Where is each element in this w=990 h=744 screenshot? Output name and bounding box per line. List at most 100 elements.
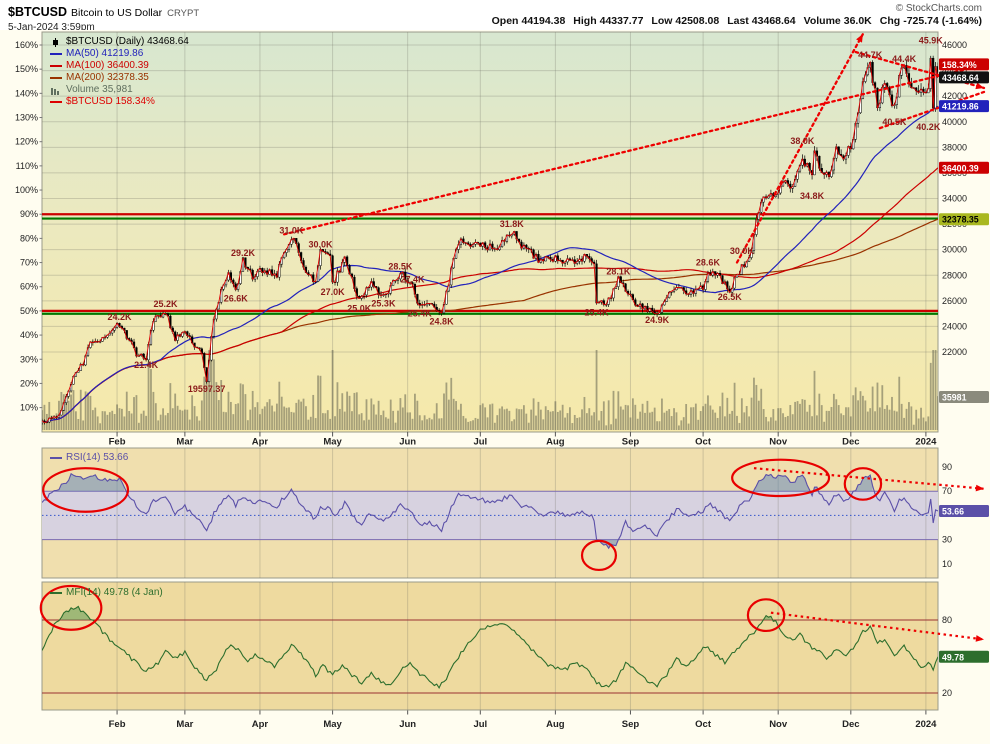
ma100-line-icon: [50, 62, 62, 71]
svg-text:Oct: Oct: [695, 719, 712, 730]
copyright: © StockCharts.com: [895, 3, 982, 14]
chart-canvas: 2200024000260002800030000320003400036000…: [0, 30, 990, 744]
svg-text:80: 80: [942, 615, 952, 625]
svg-text:Sep: Sep: [622, 719, 640, 730]
svg-text:Apr: Apr: [252, 719, 269, 730]
svg-text:27.0K: 27.0K: [321, 287, 346, 297]
svg-text:140%: 140%: [15, 88, 38, 98]
legend-perf-text: $BTCUSD 158.34%: [66, 95, 155, 107]
svg-text:Jun: Jun: [399, 437, 416, 448]
svg-text:110%: 110%: [16, 161, 38, 171]
svg-text:38.0K: 38.0K: [790, 136, 815, 146]
legend-row-ma50: MA(50) 41219.86: [50, 48, 189, 60]
svg-text:25.2K: 25.2K: [153, 299, 178, 309]
quote-value: 43468.64: [751, 15, 796, 27]
svg-text:44.7K: 44.7K: [858, 50, 883, 60]
quote-summary: Open 44194.38 High 44337.77 Low 42508.08 Last 4…: [484, 15, 982, 27]
quote-label: High: [573, 15, 597, 27]
svg-text:Feb: Feb: [109, 719, 126, 730]
svg-text:31.0K: 31.0K: [279, 225, 304, 235]
chart-header: $BTCUSD Bitcoin to US Dollar CRYPT 5-Jan-2…: [0, 0, 990, 33]
svg-text:40.2K: 40.2K: [916, 122, 941, 132]
svg-text:Jul: Jul: [473, 437, 487, 448]
svg-text:28.6K: 28.6K: [696, 257, 721, 267]
symbol-name: Bitcoin to US Dollar: [71, 7, 163, 19]
svg-text:42000: 42000: [942, 91, 967, 101]
chart-area: 2200024000260002800030000320003400036000…: [0, 30, 990, 744]
legend-row-price: $BTCUSD (Daily) 43468.64: [50, 36, 189, 48]
svg-text:Dec: Dec: [842, 437, 859, 448]
legend-ma200-text: MA(200) 32378.35: [66, 71, 149, 83]
svg-text:25.4K: 25.4K: [408, 309, 433, 319]
svg-text:45.9K: 45.9K: [919, 36, 944, 46]
legend-row-perf: $BTCUSD 158.34%: [50, 96, 189, 108]
svg-text:38000: 38000: [942, 142, 967, 152]
svg-text:35981: 35981: [942, 393, 967, 403]
price-series: [42, 55, 938, 430]
legend-volume-text: Volume 35,981: [66, 83, 133, 95]
quote-value: 44337.77: [599, 15, 644, 27]
svg-text:80%: 80%: [20, 233, 38, 243]
svg-text:20: 20: [942, 688, 952, 698]
svg-text:25.4K: 25.4K: [585, 307, 610, 317]
symbol-title-line: $BTCUSD Bitcoin to US Dollar CRYPT: [8, 3, 199, 21]
svg-text:26000: 26000: [942, 296, 967, 306]
legend-row-ma100: MA(100) 36400.39: [50, 60, 189, 72]
svg-text:28.5K: 28.5K: [388, 261, 413, 271]
svg-text:Mar: Mar: [176, 437, 193, 448]
candlestick-icon: [50, 37, 62, 47]
svg-text:30: 30: [942, 535, 952, 545]
svg-text:Aug: Aug: [546, 437, 565, 448]
svg-text:34000: 34000: [942, 194, 967, 204]
svg-text:32378.35: 32378.35: [942, 215, 979, 225]
svg-text:Oct: Oct: [695, 437, 712, 448]
svg-text:Nov: Nov: [769, 437, 788, 448]
rsi-panel-legend: RSI(14) 53.66: [50, 452, 128, 464]
svg-text:28000: 28000: [942, 270, 967, 280]
svg-text:25.3K: 25.3K: [371, 298, 396, 308]
svg-text:30.0K: 30.0K: [730, 246, 755, 256]
svg-text:70%: 70%: [20, 258, 38, 268]
svg-text:50%: 50%: [20, 306, 38, 316]
svg-text:44.4K: 44.4K: [892, 54, 917, 64]
svg-text:10: 10: [942, 559, 952, 569]
mfi-line-icon: [50, 589, 62, 598]
mfi-series: [42, 605, 938, 690]
svg-text:34.8K: 34.8K: [800, 191, 825, 201]
volume-bars-icon: [50, 86, 62, 95]
legend-ma100-text: MA(100) 36400.39: [66, 59, 149, 71]
svg-text:41219.86: 41219.86: [942, 102, 979, 112]
svg-text:158.34%: 158.34%: [942, 60, 977, 70]
svg-text:30%: 30%: [20, 354, 38, 364]
svg-text:30.0K: 30.0K: [308, 240, 333, 250]
chart-datetime: 5-Jan-2024 3:59pm: [8, 22, 95, 33]
svg-text:26.5K: 26.5K: [718, 292, 743, 302]
header-right: © StockCharts.com Open 44194.38 High 44337.…: [484, 3, 982, 30]
legend-ma50-text: MA(50) 41219.86: [66, 47, 144, 59]
svg-text:24000: 24000: [942, 321, 967, 331]
svg-text:10%: 10%: [20, 403, 38, 413]
svg-text:44000: 44000: [942, 66, 967, 76]
svg-text:22000: 22000: [942, 347, 967, 357]
svg-text:May: May: [323, 719, 342, 730]
rsi-legend-text: RSI(14) 53.66: [66, 451, 129, 463]
svg-text:30000: 30000: [942, 245, 967, 255]
svg-text:49.78: 49.78: [942, 652, 964, 662]
mfi-legend-text: MFI(14) 49.78 (4 Jan): [66, 586, 163, 598]
legend-price-text: $BTCUSD (Daily) 43468.64: [66, 35, 189, 47]
mfi-panel-legend: MFI(14) 49.78 (4 Jan): [50, 587, 163, 599]
svg-text:24.9K: 24.9K: [645, 315, 670, 325]
svg-text:53.66: 53.66: [942, 506, 964, 516]
svg-text:19597.37: 19597.37: [188, 384, 226, 394]
svg-text:Jul: Jul: [473, 719, 487, 730]
svg-text:Sep: Sep: [622, 437, 640, 448]
legend-row-ma200: MA(200) 32378.35: [50, 72, 189, 84]
ma200-line-icon: [50, 74, 62, 83]
svg-text:26.6K: 26.6K: [224, 293, 249, 303]
legend-row-volume: Volume 35,981: [50, 84, 189, 96]
quote-value: 36.0K: [843, 15, 872, 27]
quote-value: -725.74 (-1.64%): [903, 15, 982, 27]
svg-text:100%: 100%: [15, 185, 38, 195]
svg-text:Nov: Nov: [769, 719, 788, 730]
